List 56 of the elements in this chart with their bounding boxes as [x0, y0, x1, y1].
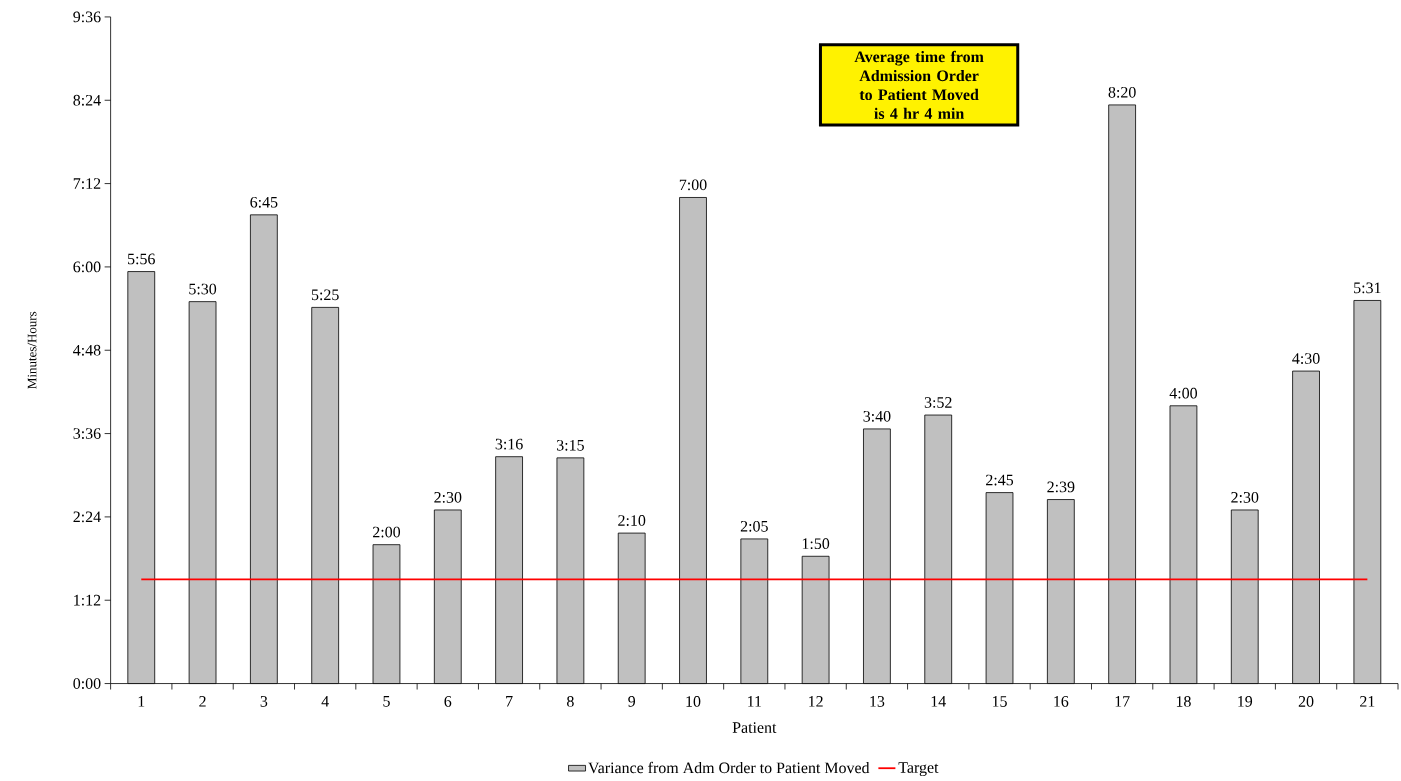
x-tick-label: 20 — [1298, 695, 1314, 707]
data-label: 8:20 — [1108, 86, 1136, 98]
x-tick-label: 8 — [567, 695, 574, 707]
y-tick-label: 4:48 — [73, 344, 101, 356]
data-label: 2:05 — [740, 520, 768, 532]
x-tick-label: 12 — [809, 695, 823, 707]
x-tick-label: 11 — [748, 695, 762, 707]
annotation: Average time from Admission Order to Patient Moved is 4 hr 4 min — [854, 50, 984, 119]
legend-label: Target — [898, 762, 939, 777]
data-label: 5:30 — [189, 283, 217, 295]
data-label: 3:16 — [495, 438, 523, 450]
x-tick-label: 4 — [321, 695, 329, 707]
data-label: 2:39 — [1047, 481, 1075, 493]
x-tick-label: 5 — [383, 695, 390, 707]
x-tick-label: 9 — [628, 695, 636, 707]
x-tick-label: 6 — [444, 695, 452, 707]
x-tick-label: 19 — [1238, 695, 1253, 707]
data-label: 3:15 — [556, 439, 584, 451]
data-label: 5:25 — [311, 289, 339, 301]
data-label: 2:10 — [618, 514, 646, 526]
data-label: 5:31 — [1354, 282, 1381, 294]
x-tick-label: 16 — [1054, 695, 1069, 707]
x-axis-title: Patient — [732, 722, 777, 733]
x-tick-label: 13 — [870, 695, 885, 707]
legend-label: Variance from Adm Order to Patient Moved — [588, 761, 870, 774]
y-tick-label: 3:36 — [73, 428, 101, 439]
y-tick-label: 1:12 — [74, 594, 101, 606]
y-tick-label: 6:00 — [73, 261, 101, 273]
data-label: 3:40 — [863, 410, 891, 422]
x-tick-label: 14 — [931, 695, 946, 707]
y-tick-label: 7:12 — [73, 178, 101, 189]
x-tick-label: 18 — [1176, 695, 1191, 707]
data-label: 2:30 — [434, 491, 462, 503]
data-label: 2:45 — [986, 474, 1014, 486]
x-tick-label: 3 — [260, 695, 268, 707]
x-tick-label: 21 — [1360, 695, 1375, 707]
x-tick-label: 7 — [506, 695, 513, 707]
y-axis-title: Minutes/Hours — [27, 311, 37, 389]
data-label: 2:30 — [1231, 491, 1259, 503]
x-tick-label: 17 — [1115, 695, 1130, 707]
data-label: 4:00 — [1169, 387, 1198, 399]
data-label: 2:00 — [373, 526, 401, 538]
data-label: 1:50 — [802, 538, 830, 549]
data-label: 6:45 — [250, 196, 278, 208]
data-label: 3:52 — [924, 396, 952, 408]
x-tick-label: 2 — [199, 695, 206, 707]
y-tick-label: 0:00 — [73, 678, 101, 689]
x-tick-label: 15 — [992, 695, 1007, 707]
data-label: 5:56 — [128, 253, 155, 265]
y-tick-label: 9:36 — [73, 11, 101, 23]
data-label: 7:00 — [679, 179, 707, 191]
y-tick-label: 2:24 — [73, 511, 101, 523]
data-label: 4:30 — [1292, 352, 1320, 364]
y-tick-label: 8:24 — [73, 94, 101, 106]
x-tick-label: 1 — [138, 695, 145, 707]
x-tick-label: 10 — [686, 695, 701, 707]
